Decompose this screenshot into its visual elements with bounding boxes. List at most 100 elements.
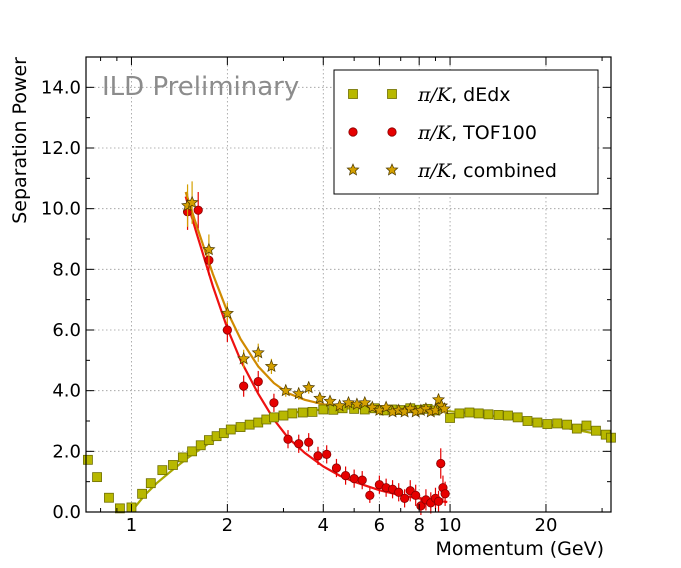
dedx-point bbox=[503, 410, 513, 421]
y-tick-label: 14.0 bbox=[41, 77, 81, 98]
series-combined bbox=[181, 181, 451, 418]
y-axis-title: Separation Power bbox=[9, 57, 31, 224]
combined-point bbox=[202, 242, 216, 256]
dedx-point bbox=[483, 409, 494, 420]
watermark-label: ILD Preliminary bbox=[102, 72, 299, 102]
dedx-point bbox=[145, 478, 156, 489]
tof-point bbox=[269, 398, 279, 408]
tof-point bbox=[239, 381, 249, 391]
dedx-point bbox=[493, 410, 504, 420]
legend-marker bbox=[387, 127, 397, 137]
legend-marker bbox=[387, 89, 397, 99]
dedx-point bbox=[187, 446, 197, 457]
combined-point bbox=[292, 386, 306, 400]
dedx-point bbox=[177, 452, 188, 463]
dedx-point bbox=[512, 412, 523, 423]
combined-point bbox=[323, 394, 337, 407]
legend-label: π/K, TOF100 bbox=[417, 122, 537, 144]
fit-curve bbox=[184, 191, 448, 412]
tof-point bbox=[222, 325, 232, 335]
dedx-point bbox=[287, 408, 298, 419]
y-tick-label: 8.0 bbox=[52, 259, 81, 280]
dedx-point bbox=[83, 454, 93, 465]
tof-point bbox=[357, 475, 367, 485]
series-dedx bbox=[83, 403, 616, 514]
tof-point bbox=[440, 489, 450, 499]
legend-math: π/K bbox=[417, 160, 453, 182]
dedx-point bbox=[92, 472, 102, 483]
combined-point bbox=[358, 395, 372, 409]
legend-text: , dEdx bbox=[451, 84, 510, 106]
dedx-point bbox=[581, 420, 592, 431]
combined-point bbox=[185, 195, 199, 209]
combined-point bbox=[251, 345, 265, 359]
legend-label: π/K, combined bbox=[417, 160, 557, 182]
dedx-point bbox=[225, 424, 236, 435]
x-tick-label: 10 bbox=[439, 515, 462, 536]
tof-point bbox=[433, 496, 444, 506]
data-series bbox=[83, 181, 616, 516]
dedx-point bbox=[195, 440, 206, 451]
tof-point bbox=[313, 451, 323, 461]
tof-point bbox=[400, 493, 410, 503]
combined-point bbox=[437, 401, 451, 415]
dedx-point bbox=[235, 422, 246, 432]
combined-point bbox=[302, 380, 316, 394]
tof-point bbox=[365, 490, 375, 500]
combined-point bbox=[220, 306, 234, 319]
tof-point bbox=[294, 439, 304, 449]
x-axis-title: Momentum (GeV) bbox=[435, 538, 604, 560]
series-tof100 bbox=[182, 191, 450, 516]
tof-point bbox=[193, 205, 203, 215]
dedx-point bbox=[454, 408, 465, 419]
x-tick-label: 4 bbox=[318, 515, 329, 536]
dedx-point bbox=[244, 419, 255, 430]
legend-marker bbox=[348, 89, 358, 99]
legend-math: π/K bbox=[417, 84, 453, 106]
legend-marker bbox=[385, 163, 399, 176]
dedx-point bbox=[571, 423, 582, 434]
dedx-point bbox=[307, 406, 318, 417]
dedx-point bbox=[278, 410, 289, 421]
tof-point bbox=[436, 458, 446, 469]
combined-point bbox=[313, 391, 327, 404]
dedx-point bbox=[137, 488, 148, 499]
dedx-point bbox=[104, 492, 114, 503]
dedx-point bbox=[157, 465, 168, 476]
y-tick-label: 10.0 bbox=[41, 199, 81, 220]
dedx-point bbox=[532, 417, 543, 428]
axis-ticks: 0.0 2.0 4.0 6.0 8.0 10.0 12.0 14.0 1 2 4 6 8 10 20 bbox=[41, 57, 611, 536]
legend-label: π/K, dEdx bbox=[417, 84, 511, 106]
legend-marker bbox=[348, 127, 358, 137]
tof-point bbox=[340, 470, 351, 481]
dedx-point bbox=[318, 404, 329, 415]
legend-item-dedx: π/K, dEdx bbox=[348, 84, 511, 106]
dedx-point bbox=[522, 416, 533, 426]
combined-point bbox=[365, 400, 379, 413]
dedx-point bbox=[591, 425, 601, 436]
combined-point bbox=[237, 351, 251, 365]
combined-point bbox=[341, 395, 356, 409]
plot-frame bbox=[85, 56, 612, 513]
legend-item-tof100: π/K, TOF100 bbox=[348, 122, 537, 144]
dedx-point bbox=[542, 419, 553, 429]
dedx-point bbox=[115, 503, 125, 514]
x-tick-label: 2 bbox=[222, 515, 233, 536]
tof-point bbox=[349, 474, 359, 484]
dedx-point bbox=[253, 417, 264, 428]
tof-point bbox=[411, 490, 421, 500]
y-tick-label: 2.0 bbox=[52, 441, 81, 462]
dedx-point bbox=[473, 408, 484, 419]
legend-box bbox=[333, 69, 599, 195]
combined-point bbox=[403, 401, 417, 415]
tof-point bbox=[253, 376, 263, 387]
tof-point bbox=[304, 437, 314, 447]
tof-point bbox=[322, 449, 332, 459]
dedx-point bbox=[445, 413, 455, 423]
combined-point bbox=[279, 383, 293, 397]
legend-item-combined: π/K, combined bbox=[346, 160, 557, 182]
tof-point bbox=[394, 487, 404, 497]
dedx-point bbox=[552, 418, 563, 429]
